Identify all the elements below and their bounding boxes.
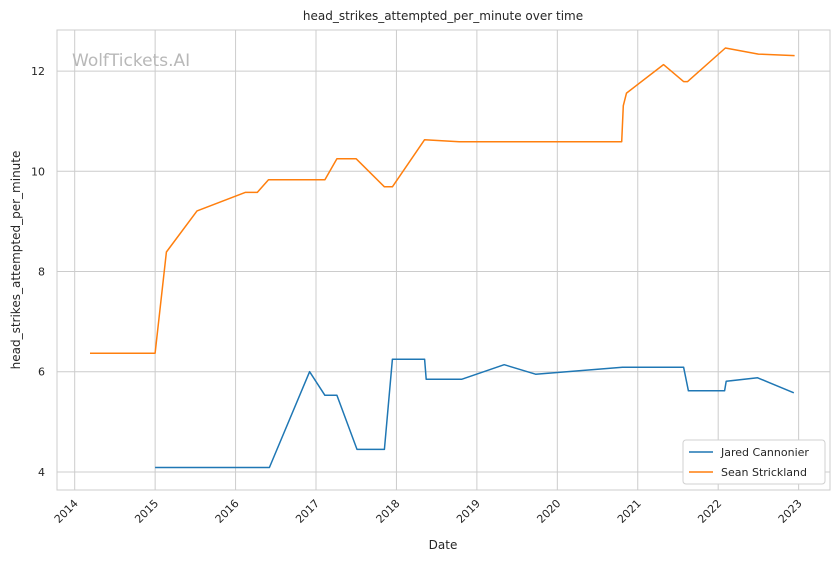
y-tick-label: 4 xyxy=(38,466,45,479)
series-jared-cannonier xyxy=(155,358,795,469)
plot-frame xyxy=(56,29,831,491)
y-tick-label: 6 xyxy=(38,366,45,379)
series-sean-strickland xyxy=(89,47,795,354)
x-tick-label: 2014 xyxy=(52,497,81,526)
x-axis-label: Date xyxy=(429,538,458,552)
x-tick-label: 2022 xyxy=(695,497,724,526)
legend: Jared Cannonier Sean Strickland xyxy=(682,439,826,485)
y-tick-labels: 4 6 8 10 12 xyxy=(31,65,45,479)
legend-label-jared-cannonier: Jared Cannonier xyxy=(720,446,809,459)
x-tick-label: 2018 xyxy=(374,497,403,526)
watermark: WolfTickets.AI xyxy=(72,51,190,71)
y-tick-label: 12 xyxy=(31,65,45,78)
x-tick-label: 2019 xyxy=(454,497,483,526)
series-line xyxy=(90,47,795,354)
y-tick-label: 8 xyxy=(38,266,45,279)
grid xyxy=(57,30,830,490)
x-tick-labels: 2014 2015 2016 2017 2018 2019 2020 2021 2022 2023 xyxy=(52,497,805,526)
x-tick-label: 2015 xyxy=(132,497,161,526)
x-tick-label: 2020 xyxy=(534,497,563,526)
series-line xyxy=(155,358,795,469)
x-tick-label: 2023 xyxy=(776,497,805,526)
x-tick-label: 2021 xyxy=(615,497,644,526)
x-tick-label: 2017 xyxy=(293,497,322,526)
legend-label-sean-strickland: Sean Strickland xyxy=(721,466,807,479)
series-lines xyxy=(89,47,795,469)
y-axis-label: head_strikes_attempted_per_minute xyxy=(9,151,23,370)
legend-box xyxy=(682,439,826,485)
x-tick-label: 2016 xyxy=(213,497,242,526)
chart-title: head_strikes_attempted_per_minute over t… xyxy=(303,9,583,23)
y-tick-label: 10 xyxy=(31,165,45,178)
